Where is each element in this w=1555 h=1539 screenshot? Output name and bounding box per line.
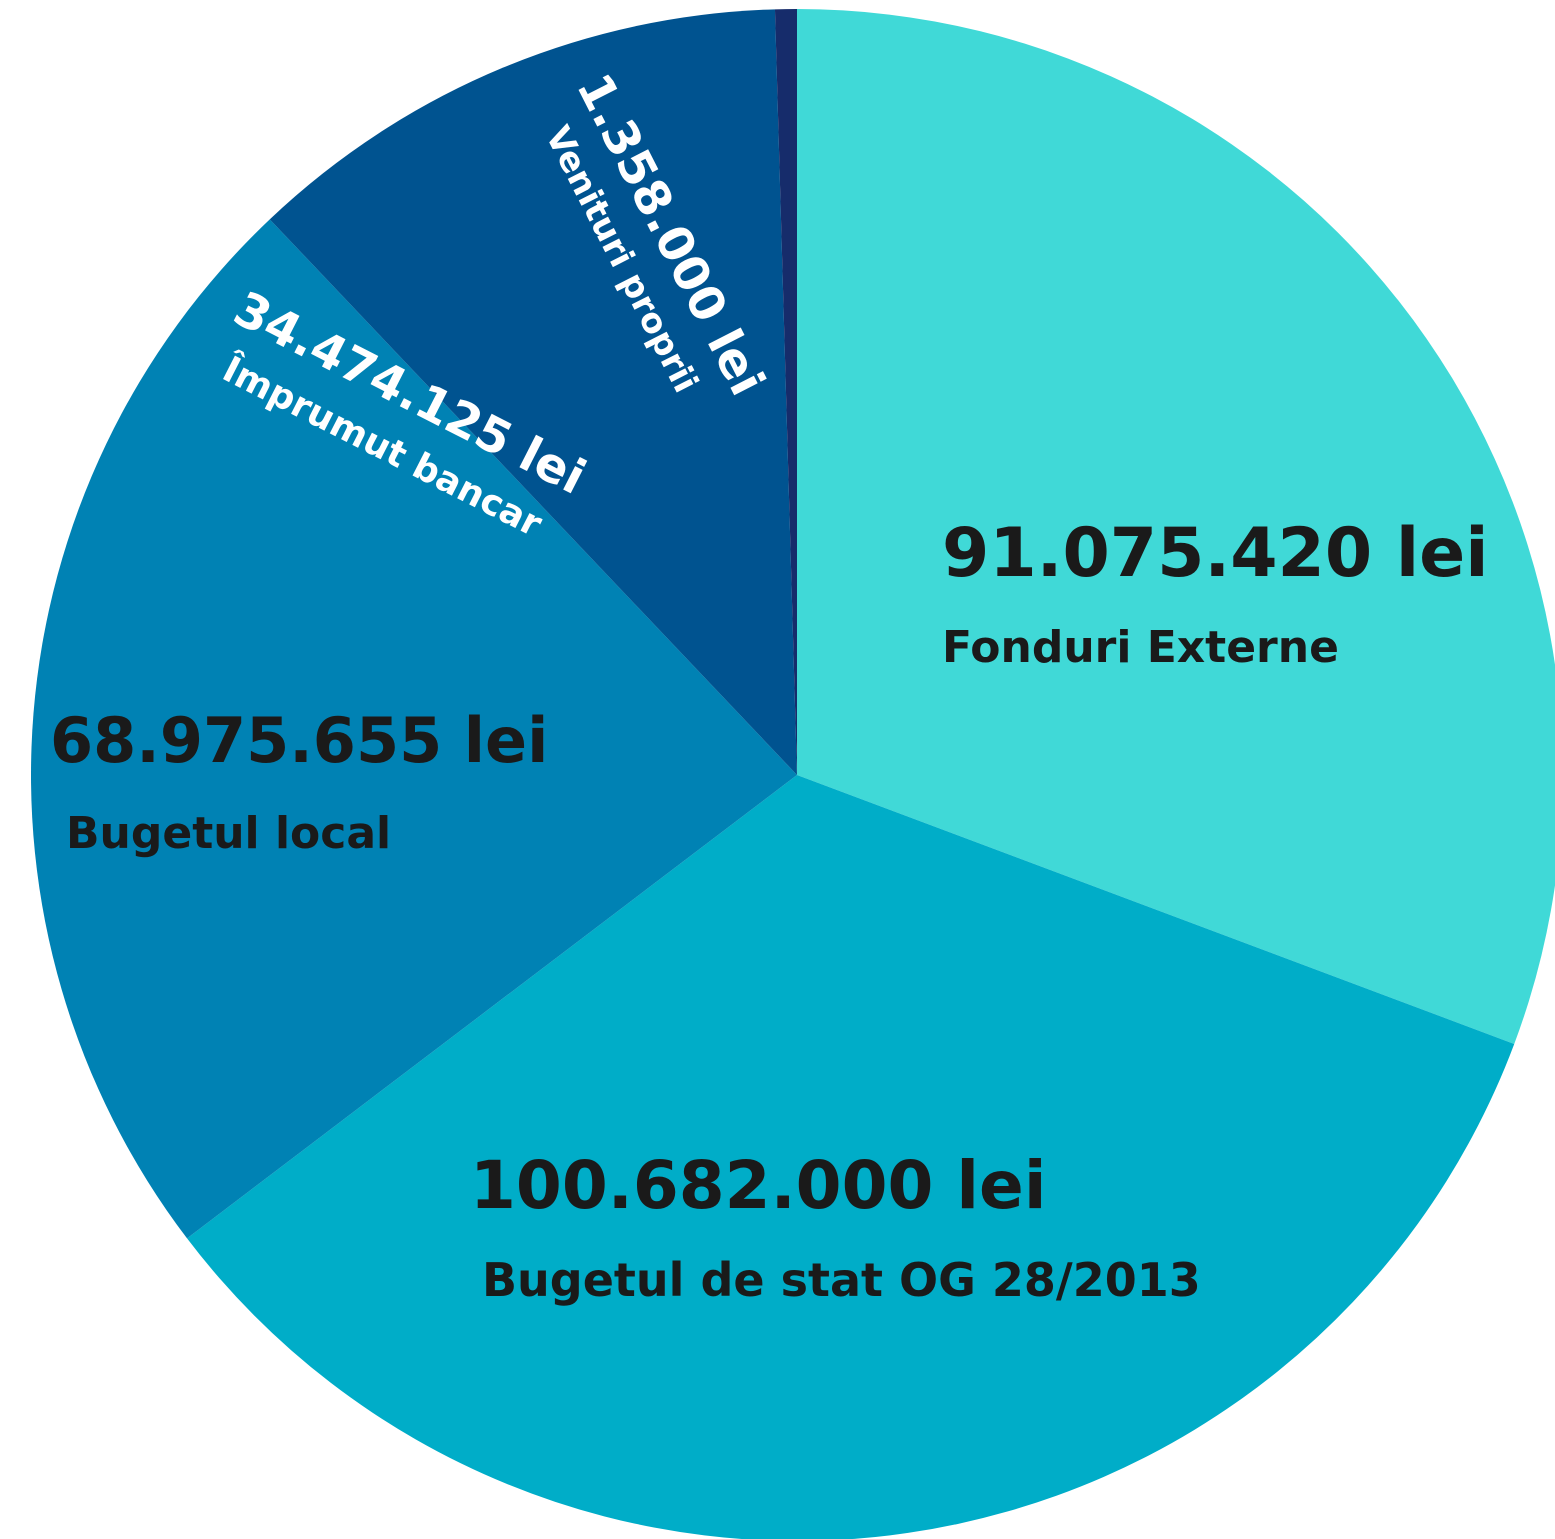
- category-label-bugetul-de-stat: Bugetul de stat OG 28/2013: [482, 1253, 1201, 1307]
- slice-imprumut-bancar: [269, 9, 797, 775]
- value-label-bugetul-de-stat: 100.682.000 lei: [470, 1147, 1046, 1224]
- slice-venituri-proprii: [774, 9, 797, 775]
- category-label-bugetul-local: Bugetul local: [66, 808, 391, 859]
- pie-slices: [30, 9, 1555, 1539]
- slice-fonduri-externe: [797, 9, 1555, 1044]
- category-label-fonduri-externe: Fonduri Externe: [942, 622, 1339, 673]
- value-label-bugetul-local: 68.975.655 lei: [50, 704, 548, 777]
- slice-bugetul-local: [30, 219, 798, 1239]
- slice-bugetul-de-stat: [187, 775, 1515, 1539]
- labels: 91.075.420 lei Fonduri Externe 100.682.0…: [50, 65, 1489, 1307]
- value-label-fonduri-externe: 91.075.420 lei: [942, 514, 1489, 593]
